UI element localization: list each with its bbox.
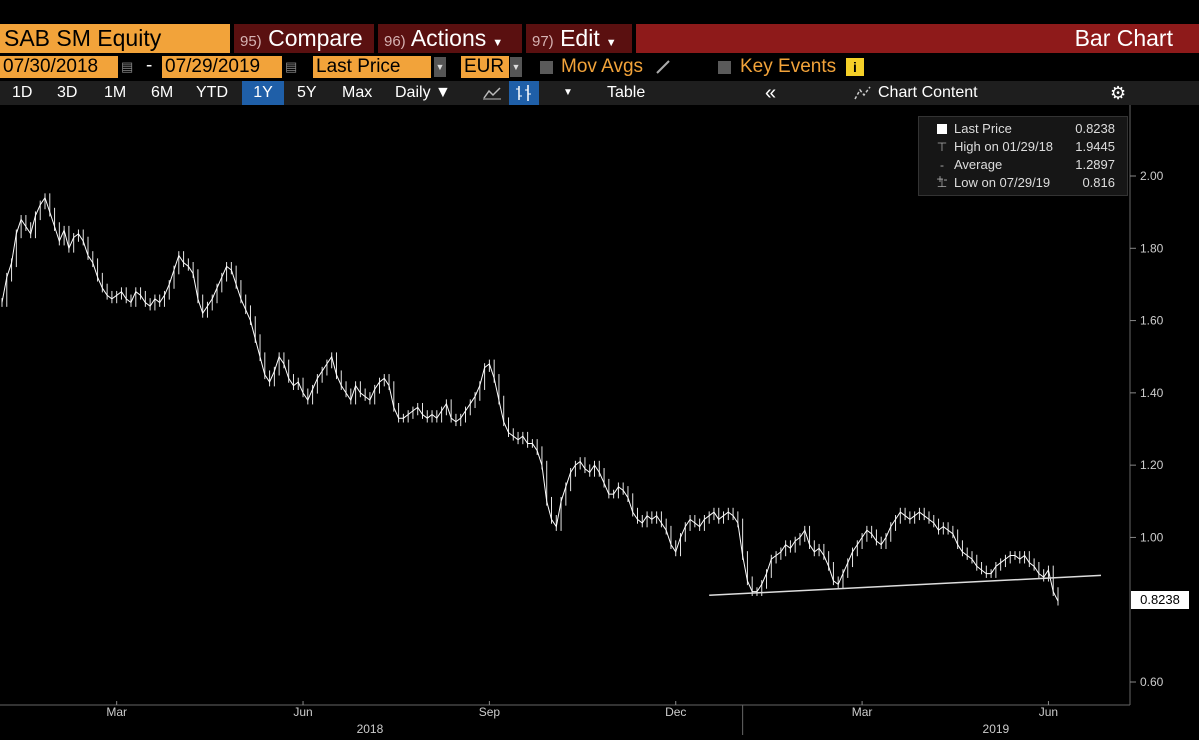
y-tick-label: 1.00	[1140, 530, 1164, 544]
year-label: 2018	[357, 722, 384, 736]
legend-average: -+- Average 1.2897	[927, 156, 1123, 186]
info-icon[interactable]: i	[846, 58, 864, 76]
y-axis-ticks: 0.60 1.00 1.20 1.40 1.60 1.80 2.00	[1130, 169, 1164, 689]
period-6m[interactable]: 6M	[151, 84, 174, 101]
legend-high-label: High on 01/29/18	[954, 139, 1054, 154]
legend-high-value: 1.9445	[1075, 139, 1115, 154]
price-line	[1, 196, 1059, 602]
actions-button[interactable]: 96) Actions ▼	[378, 24, 522, 53]
low-marker-icon: ⊥	[936, 176, 948, 190]
legend-last-price: Last Price 0.8238	[927, 120, 1123, 138]
x-tick-label: Dec	[665, 705, 686, 719]
y-tick-label: 1.20	[1140, 458, 1164, 472]
x-tick-label: Mar	[852, 705, 873, 719]
toolbar	[0, 81, 1199, 105]
chart-type-dropdown-icon[interactable]: ▼	[563, 87, 573, 98]
y-tick-label: 1.60	[1140, 314, 1164, 328]
chart-content-icon	[854, 86, 871, 100]
legend-high: ⊤ High on 01/29/18 1.9445	[927, 138, 1123, 156]
period-1d[interactable]: 1D	[12, 84, 33, 101]
field-dropdown-icon[interactable]: ▼	[434, 57, 446, 77]
legend-box: Last Price 0.8238 ⊤ High on 01/29/18 1.9…	[918, 116, 1128, 196]
y-tick-label: 0.60	[1140, 675, 1164, 689]
x-tick-label: Jun	[293, 705, 312, 719]
compare-label: Compare	[268, 25, 363, 51]
legend-low-value: 0.816	[1082, 175, 1115, 190]
edit-num: 97)	[532, 33, 554, 50]
year-label: 2019	[983, 722, 1010, 736]
chevron-down-icon: ▼	[605, 37, 617, 49]
legend-last-price-value: 0.8238	[1075, 121, 1115, 136]
start-date-field[interactable]: 07/30/2018	[0, 56, 118, 78]
average-marker-icon: -+-	[936, 158, 948, 186]
calendar-icon[interactable]: ▤	[285, 59, 298, 74]
end-date-field[interactable]: 07/29/2019	[162, 56, 282, 78]
key-events-label[interactable]: Key Events	[740, 56, 837, 77]
period-max[interactable]: Max	[342, 84, 373, 101]
edit-label: Edit	[560, 25, 600, 51]
mov-avgs-label[interactable]: Mov Avgs	[561, 56, 644, 77]
period-3d[interactable]: 3D	[57, 84, 78, 101]
period-5y[interactable]: 5Y	[297, 84, 317, 101]
actions-label: Actions	[410, 25, 487, 51]
date-range-dash: -	[146, 55, 153, 76]
legend-last-price-label: Last Price	[954, 121, 1012, 136]
trendline	[709, 574, 1102, 597]
x-tick-label: Sep	[479, 705, 501, 719]
pencil-icon[interactable]	[654, 58, 672, 76]
table-button[interactable]: Table	[607, 84, 646, 101]
price-series	[1, 193, 1059, 606]
actions-num: 96)	[384, 33, 406, 50]
legend-average-value: 1.2897	[1075, 157, 1115, 172]
x-tick-label: Mar	[106, 705, 127, 719]
currency-dropdown-icon[interactable]: ▼	[510, 57, 522, 77]
frequency-dropdown[interactable]: Daily ▼	[395, 84, 451, 101]
x-tick-label: Jun	[1039, 705, 1058, 719]
gear-icon[interactable]: ⚙	[1110, 83, 1127, 103]
year-labels: 2018 2019	[357, 705, 1010, 736]
ticker-field[interactable]: SAB SM Equity	[0, 24, 230, 53]
currency-selector[interactable]: EUR	[461, 56, 509, 78]
bar-chart-icon[interactable]	[509, 81, 539, 105]
legend-low: ⊥ Low on 07/29/19 0.816	[927, 174, 1123, 192]
mov-avgs-checkbox[interactable]	[540, 61, 553, 74]
compare-button[interactable]: 95) Compare	[234, 24, 374, 53]
price-chart[interactable]: 0.60 1.00 1.20 1.40 1.60 1.80 2.00 Mar Jun Sep De…	[0, 105, 1199, 740]
legend-low-label: Low on 07/29/19	[954, 175, 1051, 190]
field-selector[interactable]: Last Price	[313, 56, 431, 78]
chart-content-button[interactable]: Chart Content	[878, 84, 978, 101]
period-1m[interactable]: 1M	[104, 84, 127, 101]
period-1y[interactable]: 1Y	[242, 81, 284, 105]
collapse-icon[interactable]: «	[765, 82, 777, 104]
high-marker-icon: ⊤	[936, 140, 948, 154]
edit-button[interactable]: 97) Edit ▼	[526, 24, 632, 53]
calendar-icon[interactable]: ▤	[121, 59, 134, 74]
chart-title: Bar Chart	[636, 24, 1199, 53]
legend-average-label: Average	[954, 157, 1003, 172]
compare-num: 95)	[240, 33, 262, 50]
key-events-checkbox[interactable]	[718, 61, 731, 74]
y-tick-label: 1.40	[1140, 386, 1164, 400]
x-axis-ticks: Mar Jun Sep Dec Mar Jun	[106, 701, 1058, 719]
y-tick-label: 2.00	[1140, 169, 1164, 183]
square-icon	[937, 124, 947, 134]
chevron-down-icon: ▼	[492, 37, 504, 49]
period-ytd[interactable]: YTD	[196, 84, 228, 101]
line-chart-icon[interactable]	[482, 85, 502, 101]
last-price-tag: 0.8238	[1131, 591, 1189, 609]
y-tick-label: 1.80	[1140, 241, 1164, 255]
